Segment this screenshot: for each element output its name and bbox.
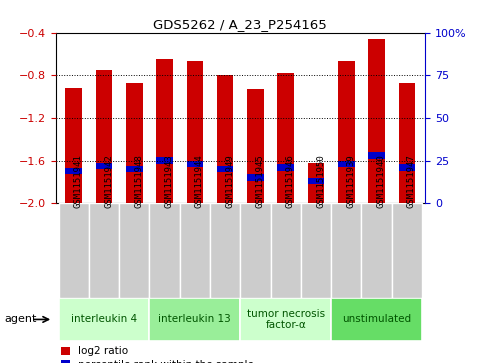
Bar bbox=[247, 89, 264, 203]
Text: GSM1151950: GSM1151950 bbox=[316, 154, 325, 208]
Bar bbox=[368, 152, 385, 159]
Bar bbox=[65, 88, 82, 203]
Title: GDS5262 / A_23_P254165: GDS5262 / A_23_P254165 bbox=[154, 19, 327, 32]
Bar bbox=[270, 203, 301, 298]
Bar bbox=[65, 168, 82, 174]
Bar bbox=[301, 203, 331, 298]
Bar bbox=[338, 61, 355, 203]
Text: GSM1151942: GSM1151942 bbox=[104, 154, 113, 208]
Bar bbox=[277, 73, 294, 203]
Text: GSM1151943: GSM1151943 bbox=[165, 154, 173, 208]
Bar bbox=[331, 298, 422, 341]
Bar bbox=[247, 175, 264, 181]
Bar bbox=[308, 163, 325, 203]
Bar bbox=[241, 298, 331, 341]
Text: GSM1151946: GSM1151946 bbox=[286, 154, 295, 208]
Bar bbox=[398, 164, 415, 171]
Text: GSM1151947: GSM1151947 bbox=[407, 154, 416, 208]
Text: unstimulated: unstimulated bbox=[342, 314, 411, 325]
Text: GSM1151940: GSM1151940 bbox=[377, 154, 385, 208]
Bar bbox=[58, 203, 89, 298]
Bar bbox=[96, 70, 113, 203]
Bar bbox=[241, 203, 270, 298]
Bar bbox=[156, 158, 173, 164]
Text: interleukin 4: interleukin 4 bbox=[71, 314, 137, 325]
Bar bbox=[186, 61, 203, 203]
Text: interleukin 13: interleukin 13 bbox=[158, 314, 231, 325]
Bar bbox=[210, 203, 241, 298]
Bar bbox=[89, 203, 119, 298]
Bar bbox=[156, 59, 173, 203]
Bar bbox=[217, 76, 233, 203]
Text: GSM1151944: GSM1151944 bbox=[195, 154, 204, 208]
Text: GSM1151948: GSM1151948 bbox=[134, 154, 143, 208]
Text: agent: agent bbox=[5, 314, 37, 325]
Bar bbox=[180, 203, 210, 298]
Bar bbox=[126, 166, 142, 172]
Bar bbox=[217, 166, 233, 172]
Legend: log2 ratio, percentile rank within the sample: log2 ratio, percentile rank within the s… bbox=[61, 346, 255, 363]
Bar bbox=[96, 163, 113, 169]
Bar bbox=[398, 83, 415, 203]
Bar bbox=[392, 203, 422, 298]
Bar bbox=[119, 203, 149, 298]
Text: tumor necrosis
factor-α: tumor necrosis factor-α bbox=[247, 309, 325, 330]
Text: GSM1151945: GSM1151945 bbox=[256, 154, 264, 208]
Bar bbox=[361, 203, 392, 298]
Bar bbox=[338, 161, 355, 167]
Bar bbox=[277, 164, 294, 171]
Bar bbox=[331, 203, 361, 298]
Bar bbox=[149, 203, 180, 298]
Text: GSM1151949: GSM1151949 bbox=[225, 154, 234, 208]
Bar bbox=[58, 298, 149, 341]
Bar bbox=[126, 83, 142, 203]
Text: GSM1151941: GSM1151941 bbox=[74, 154, 83, 208]
Bar bbox=[186, 161, 203, 167]
Bar bbox=[368, 39, 385, 203]
Bar bbox=[149, 298, 241, 341]
Bar bbox=[308, 178, 325, 184]
Text: GSM1151939: GSM1151939 bbox=[346, 154, 355, 208]
